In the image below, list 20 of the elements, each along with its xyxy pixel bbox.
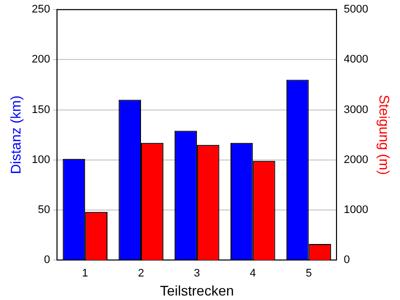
x-tick-label: 2 — [138, 268, 144, 280]
x-tick-label: 3 — [194, 268, 200, 280]
y-axis-title: Distanz (km) — [7, 96, 24, 174]
x-tick-label: 1 — [82, 268, 88, 280]
x-tick-label: 4 — [250, 268, 256, 280]
y-tick-label: 50 — [38, 204, 50, 216]
x-tick-label: 5 — [306, 268, 312, 280]
y-tick-label: 200 — [32, 54, 50, 66]
y-tick-label: 100 — [32, 154, 50, 166]
y2-tick-label: 1000 — [344, 204, 368, 216]
y-tick-label: 150 — [32, 104, 50, 116]
x-axis-title: Teilstrecken — [160, 282, 234, 298]
y2-tick-label: 0 — [344, 254, 350, 266]
y2-tick-label: 4000 — [344, 54, 368, 66]
y-tick-label: 250 — [32, 4, 50, 16]
y-tick-label: 0 — [44, 254, 50, 266]
y2-axis-title: Steigung (m) — [376, 94, 393, 175]
y2-tick-label: 3000 — [344, 104, 368, 116]
y2-tick-label: 2000 — [344, 154, 368, 166]
y2-tick-label: 5000 — [344, 4, 368, 16]
